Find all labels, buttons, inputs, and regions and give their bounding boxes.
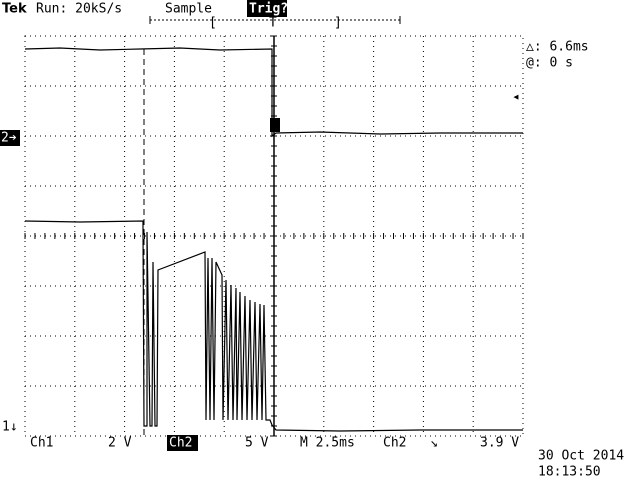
window-right: ] [334,16,342,31]
date: 30 Oct 2014 [538,449,624,464]
ch1-label: Ch1 [30,436,53,451]
trigger-level-marker: ◂ [512,90,520,105]
ch2-trace [24,47,523,138]
run-status: Run: 20kS/s [36,2,122,17]
trig-slope: ↘ [430,436,438,451]
ch2-label: Ch2 [169,436,192,451]
window-left: [ [209,16,217,31]
trigger-status: Trig? [249,2,288,17]
trigger-position: T [269,16,277,31]
at-readout: @: 0 s [526,56,573,71]
trigger-marker [270,118,280,132]
ch2-marker-box [0,130,20,146]
brand: Tek [2,2,27,17]
trig-source: Ch2 [383,436,406,451]
ch1-scale: 2 V [108,436,132,451]
acq-mode: Sample [165,2,212,17]
trig-level: 3.9 V [480,436,519,451]
ch1-marker: 1↓ [2,420,18,435]
ch1-trace [24,220,523,432]
ch2-marker: 2➔ [1,131,17,146]
delta-readout: △: 6.6ms [526,40,589,55]
trigger-box [247,0,287,17]
timebase: M 2.5ms [300,436,355,451]
ch2-scale: 5 V [245,436,269,451]
time: 18:13:50 [538,465,601,480]
ch2-label-box [167,435,198,451]
